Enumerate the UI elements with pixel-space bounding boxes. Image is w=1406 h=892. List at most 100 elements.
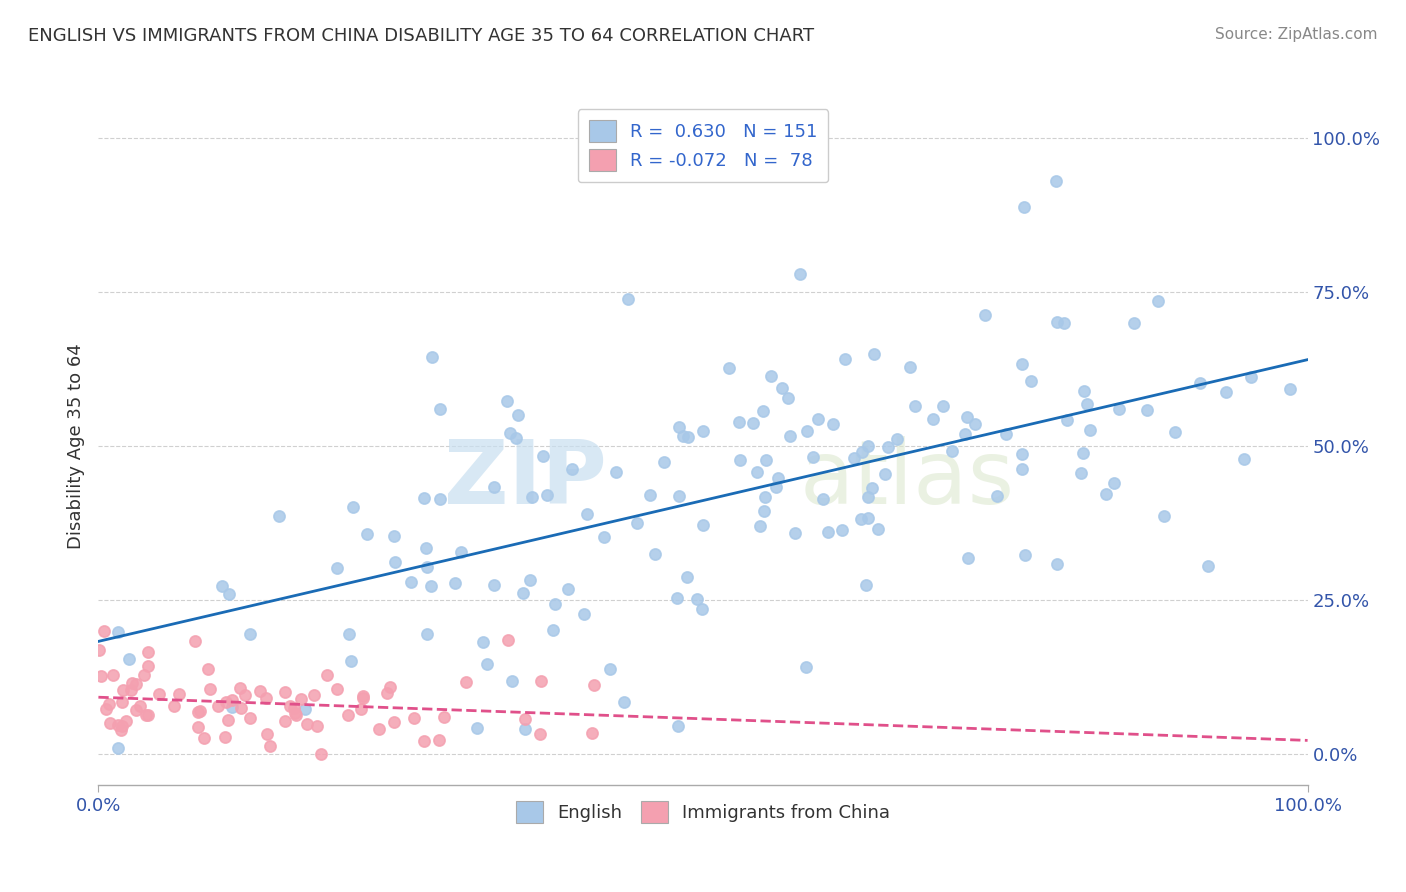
Point — [1102, 475, 1125, 490]
Point — [433, 710, 456, 724]
Point — [125, 677, 148, 691]
Point — [1108, 401, 1130, 416]
Point — [742, 416, 765, 430]
Point — [274, 685, 297, 699]
Point — [1019, 375, 1042, 389]
Point — [98, 698, 121, 712]
Point — [471, 635, 494, 649]
Point — [420, 350, 443, 364]
Point — [429, 732, 451, 747]
Point — [1189, 376, 1212, 391]
Point — [284, 706, 307, 720]
Point — [581, 725, 603, 739]
Point — [676, 570, 699, 584]
Point — [904, 400, 927, 414]
Point — [1146, 293, 1168, 308]
Point — [728, 453, 751, 467]
Point — [134, 708, 156, 723]
Point — [136, 707, 159, 722]
Point — [115, 714, 138, 728]
Point — [112, 683, 135, 698]
Point — [444, 575, 467, 590]
Point — [352, 690, 374, 704]
Point — [876, 440, 898, 454]
Point — [1122, 316, 1144, 330]
Point — [592, 530, 614, 544]
Point — [215, 695, 238, 709]
Point — [101, 667, 124, 681]
Point — [745, 465, 768, 479]
Point — [855, 578, 877, 592]
Point — [221, 693, 243, 707]
Point — [666, 719, 689, 733]
Point — [450, 545, 472, 559]
Point — [1014, 200, 1036, 214]
Point — [107, 741, 129, 756]
Point — [1278, 382, 1301, 396]
Point — [399, 574, 422, 589]
Point — [416, 627, 439, 641]
Point — [1197, 559, 1219, 574]
Point — [121, 676, 143, 690]
Point — [256, 727, 278, 741]
Point — [309, 747, 332, 761]
Point — [167, 687, 190, 701]
Point — [794, 659, 817, 673]
Point — [932, 400, 955, 414]
Point — [1136, 402, 1159, 417]
Point — [1011, 462, 1033, 476]
Point — [1070, 467, 1092, 481]
Point — [218, 713, 240, 727]
Point — [267, 509, 290, 524]
Point — [783, 525, 806, 540]
Point — [900, 360, 922, 375]
Point — [187, 705, 209, 719]
Point — [273, 714, 295, 729]
Point — [1011, 447, 1033, 461]
Point — [98, 716, 121, 731]
Point — [1046, 558, 1069, 572]
Point — [599, 663, 621, 677]
Point — [858, 511, 880, 525]
Point — [1095, 486, 1118, 500]
Point — [416, 560, 439, 574]
Point — [477, 657, 499, 672]
Point — [259, 739, 281, 754]
Point — [132, 668, 155, 682]
Point — [307, 719, 329, 733]
Y-axis label: Disability Age 35 to 64: Disability Age 35 to 64 — [66, 343, 84, 549]
Point — [953, 427, 976, 442]
Point — [541, 624, 564, 638]
Point — [941, 443, 963, 458]
Point — [886, 432, 908, 446]
Point — [856, 490, 879, 504]
Point — [193, 731, 215, 745]
Point — [496, 632, 519, 647]
Point — [294, 701, 316, 715]
Point — [415, 541, 437, 555]
Point — [690, 602, 713, 616]
Point — [302, 689, 325, 703]
Point — [1056, 413, 1078, 427]
Point — [482, 480, 505, 494]
Point — [315, 668, 337, 682]
Point — [668, 489, 690, 503]
Point — [465, 721, 488, 735]
Point — [326, 561, 349, 575]
Point — [776, 392, 799, 406]
Point — [283, 700, 305, 714]
Point — [768, 471, 790, 485]
Point — [796, 424, 818, 438]
Point — [834, 351, 856, 366]
Point — [482, 578, 505, 592]
Point — [413, 733, 436, 747]
Point — [866, 522, 889, 536]
Point — [413, 491, 436, 506]
Point — [148, 687, 170, 701]
Text: Source: ZipAtlas.com: Source: ZipAtlas.com — [1215, 27, 1378, 42]
Point — [233, 688, 256, 702]
Point — [817, 525, 839, 540]
Point — [1076, 397, 1098, 411]
Point — [727, 415, 749, 429]
Point — [613, 695, 636, 709]
